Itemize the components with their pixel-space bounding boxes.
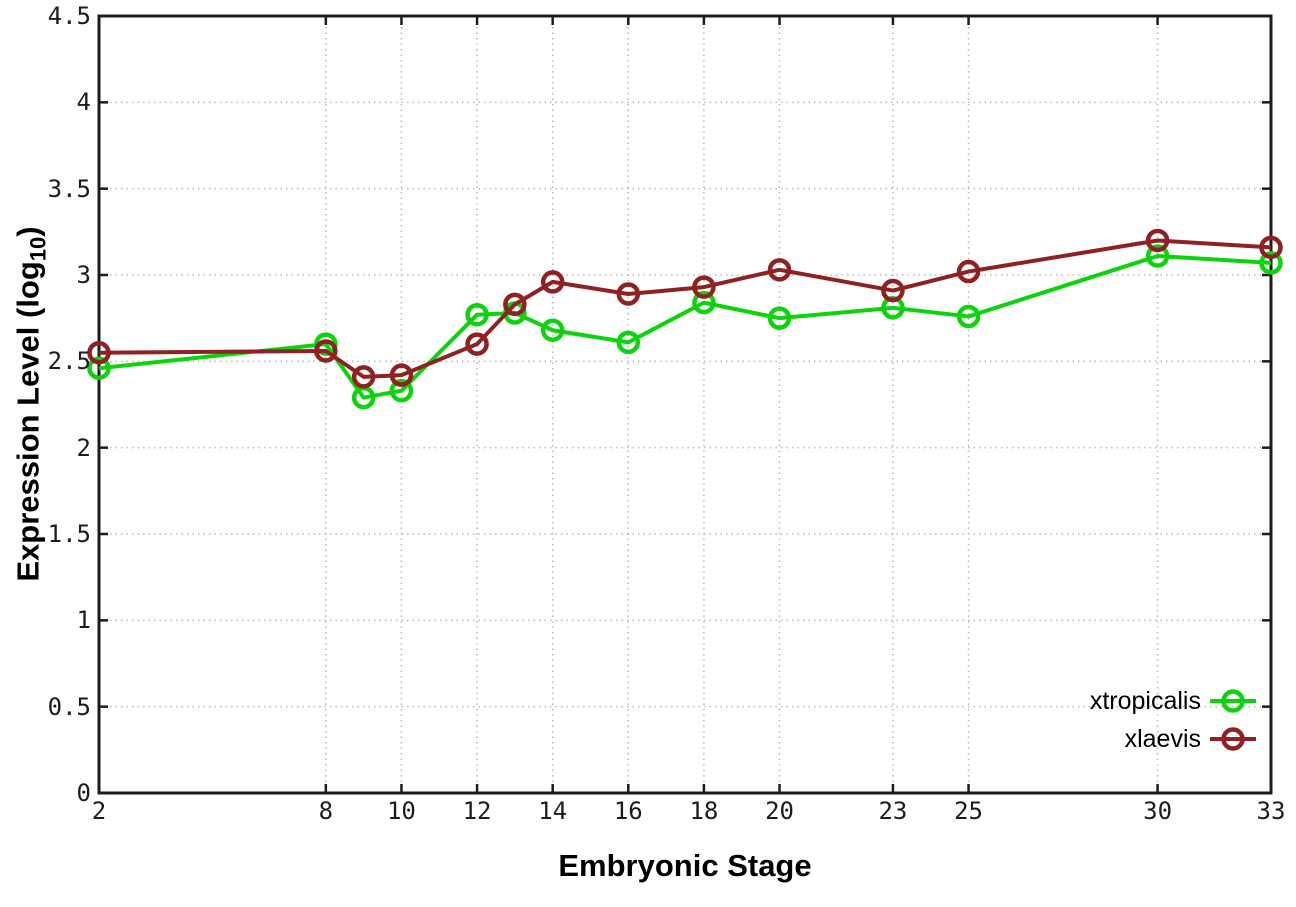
legend-label-xtropicalis: xtropicalis [1089,686,1201,715]
x-tick-label: 30 [1143,797,1173,825]
xtropicalis-marker [465,302,489,327]
xlaevis-marker [314,339,338,363]
xlaevis-marker [1145,228,1170,253]
x-tick-label: 12 [462,797,492,825]
x-tick-label: 8 [318,797,334,825]
xtropicalis-marker [389,378,414,403]
xlaevis-marker [616,282,641,306]
xtropicalis-marker [87,356,111,380]
plot-border [97,14,1273,795]
legend-label-xlaevis: xlaevis [1124,724,1201,753]
xtropicalis-marker [540,318,565,343]
x-tick-label: 16 [613,797,643,825]
xtropicalis-marker [956,304,981,329]
x-tick-label: 25 [954,797,983,825]
xtropicalis-line-marker-sample [1210,689,1256,713]
legend-entry-xtropicalis: xtropicalis [1090,682,1256,720]
y-tick-label: 3.5 [47,174,91,203]
y-tick-label: 2.5 [47,347,91,376]
xlaevis-marker [881,278,905,303]
y-tick-label: 1.5 [47,520,91,548]
legend-entry-xlaevis: xlaevis [1090,720,1256,758]
xlaevis-marker [692,275,716,299]
xlaevis-line-marker-sample [1210,727,1256,751]
xtropicalis-marker [767,306,792,330]
legend: xtropicalis xlaevis [1090,682,1256,758]
y-axis-title-subscript: 10 [25,236,51,262]
xlaevis-marker [540,270,565,294]
xlaevis-marker [465,332,489,356]
y-tick-label: 0 [76,779,91,807]
y-tick-label: 2 [76,433,91,462]
xlaevis-marker [389,363,414,387]
y-axis-title: Expression Level (log10) [10,226,51,581]
y-tick-label: 4 [76,88,91,117]
y-axis-title-suffix: ) [10,226,46,237]
x-tick-label: 2 [91,797,107,825]
xlaevis-marker [1259,235,1283,260]
x-tick-label: 14 [538,797,568,825]
y-axis-title-text: Expression Level (log [10,261,46,582]
x-tick-label: 23 [878,797,908,825]
xtropicalis-marker [692,290,716,315]
xtropicalis-marker [1259,251,1283,275]
xtropicalis-marker [1145,244,1170,268]
xlaevis-marker [87,340,111,365]
xlaevis-marker [351,365,376,389]
xlaevis-marker [767,258,792,282]
xlaevis-line [98,238,1272,379]
xtropicalis-marker [616,330,641,355]
y-tick-label: 1 [76,606,91,635]
xlaevis-marker [503,292,527,317]
xtropicalis-line [98,254,1272,400]
x-tick-label: 33 [1256,797,1286,825]
y-tick-label: 0.5 [47,692,91,721]
x-tick-label: 20 [765,797,794,825]
x-axis-title: Embryonic Stage [558,848,812,883]
y-tick-label: 4.5 [47,2,91,30]
x-tick-label: 10 [386,797,416,825]
xlaevis-marker [956,259,981,284]
y-tick-label: 3 [76,261,91,289]
x-tick-label: 18 [689,797,719,825]
